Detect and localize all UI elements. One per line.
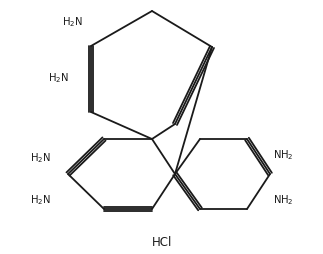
Text: NH$_2$: NH$_2$	[273, 148, 293, 161]
Text: H$_2$N: H$_2$N	[48, 71, 69, 85]
Text: HCl: HCl	[152, 235, 172, 248]
Text: H$_2$N: H$_2$N	[30, 151, 51, 164]
Text: NH$_2$: NH$_2$	[273, 192, 293, 206]
Text: H$_2$N: H$_2$N	[62, 15, 83, 29]
Text: H$_2$N: H$_2$N	[30, 192, 51, 206]
